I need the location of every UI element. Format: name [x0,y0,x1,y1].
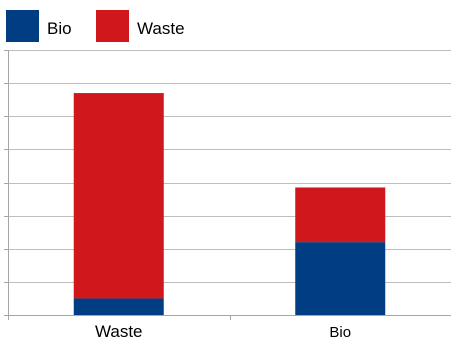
legend-label-waste: Waste [137,19,185,38]
x-tick-labels: Waste Bio [95,322,351,341]
x-tick-label: Bio [329,324,351,338]
bar-bio-bio [295,242,386,315]
bar-bio-waste [295,187,386,243]
bar-waste-waste [73,93,164,299]
axes [4,50,451,320]
x-tick-label: Waste [95,322,143,338]
legend-label-bio: Bio [47,19,72,38]
bars [73,93,386,315]
legend-swatch-waste [96,10,129,42]
bar-waste-bio [73,298,164,315]
legend: Bio Waste [6,10,185,42]
legend-swatch-bio [6,10,39,42]
